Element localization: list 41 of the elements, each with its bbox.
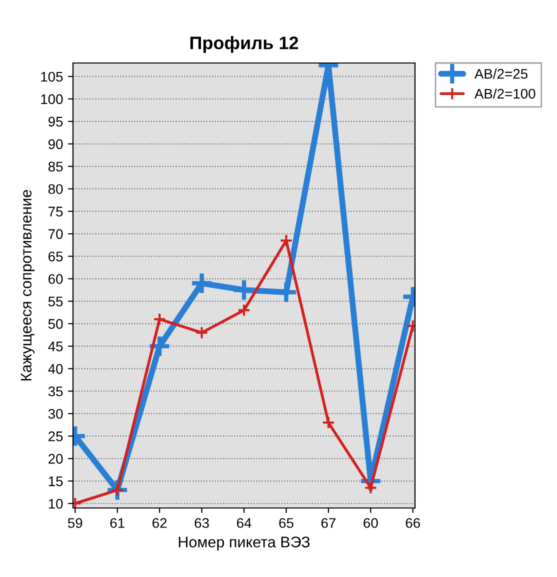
y-tick-label: 85: [48, 162, 63, 172]
x-tick-label: 61: [110, 518, 124, 528]
y-tick-label: 45: [48, 342, 63, 352]
x-tick-label: 67: [321, 518, 336, 528]
point: [280, 234, 293, 248]
y-tick-label: 100: [41, 94, 63, 104]
y-tick-label: 60: [48, 274, 63, 284]
y-tick-label: 90: [48, 139, 63, 150]
x-tick-label: 66: [406, 518, 420, 528]
point: [195, 326, 208, 340]
y-tick-label: 95: [48, 116, 63, 127]
y-axis-title: Кажущееся сопротивление: [20, 190, 35, 380]
y-tick-label: 105: [41, 72, 63, 82]
point: [110, 483, 124, 497]
y-tick-label: 70: [48, 229, 63, 239]
y-tick-label: 35: [48, 386, 63, 396]
legend-label: AB/2=100: [474, 88, 536, 99]
y-tick-label: 15: [48, 476, 63, 486]
point: [322, 416, 336, 430]
y-tick-label: 80: [48, 184, 63, 194]
x-tick-label: 60: [364, 518, 378, 528]
y-tick-label: 65: [48, 252, 63, 262]
x-tick-label: 63: [194, 518, 209, 528]
x-tick-label: 59: [68, 518, 82, 528]
y-tick-label: 55: [48, 296, 63, 306]
point: [364, 481, 378, 494]
point: [152, 312, 166, 326]
y-tick-label: 25: [48, 431, 63, 442]
y-tick-label: 30: [48, 408, 63, 419]
x-tick-label: 64: [236, 518, 252, 528]
y-tick-label: 10: [48, 498, 63, 509]
x-axis-title: Номер пикета ВЭЗ: [178, 536, 310, 550]
point: [237, 304, 251, 317]
x-tick-label: 62: [152, 518, 167, 528]
y-tick-label: 20: [48, 454, 63, 464]
y-tick-label: 40: [48, 364, 63, 374]
legend-label: AB/2=25: [474, 68, 528, 79]
y-tick-label: 75: [48, 206, 63, 217]
chart-title: Профиль 12: [190, 36, 298, 53]
y-tick-label: 50: [48, 319, 63, 329]
x-tick-label: 65: [279, 518, 294, 528]
